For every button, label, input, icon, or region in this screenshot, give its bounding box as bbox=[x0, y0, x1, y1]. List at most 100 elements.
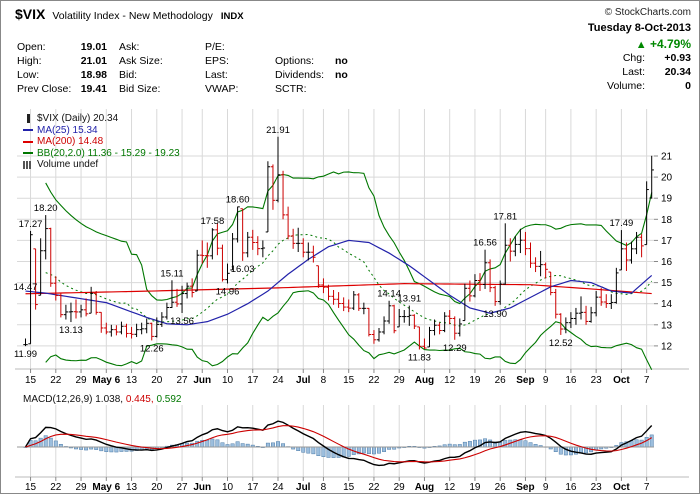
quote-asksize-label: Ask Size: bbox=[119, 55, 163, 67]
percent-change-value: +4.79% bbox=[649, 37, 691, 51]
quote-prevclose-label: Prev Close: bbox=[17, 83, 72, 95]
quote-eps-label: EPS: bbox=[205, 55, 229, 67]
svg-text:12.52: 12.52 bbox=[549, 338, 573, 349]
svg-text:7: 7 bbox=[644, 375, 650, 386]
svg-text:15: 15 bbox=[25, 375, 37, 386]
svg-text:Jul: Jul bbox=[296, 482, 311, 493]
svg-text:12: 12 bbox=[661, 341, 673, 352]
svg-text:19: 19 bbox=[469, 375, 481, 386]
candlestick-icon bbox=[27, 114, 30, 124]
svg-text:27: 27 bbox=[176, 375, 188, 386]
svg-text:12.29: 12.29 bbox=[443, 343, 467, 354]
ma200-line-icon bbox=[23, 140, 33, 143]
quote-right-panel: Chg: +0.93 Last: 20.34 Volume: 0 bbox=[607, 51, 691, 93]
svg-text:13.91: 13.91 bbox=[397, 294, 421, 305]
svg-text:8: 8 bbox=[321, 375, 327, 386]
quote-last-mid-label: Last: bbox=[205, 69, 228, 81]
svg-text:20: 20 bbox=[151, 482, 163, 493]
exchange-tag: INDX bbox=[220, 11, 244, 22]
quote-chg-value: +0.93 bbox=[664, 52, 691, 64]
svg-text:13: 13 bbox=[126, 375, 138, 386]
legend-ma25: MA(25) 15.34 bbox=[37, 124, 98, 136]
macd-panel: 15 22 29 May 6 13 20 27 Jun 10 17 24 Jul 8 15 22 29 Aug 1… bbox=[1, 393, 699, 493]
ma25-line bbox=[25, 239, 653, 326]
ohlc-bars bbox=[23, 136, 654, 350]
svg-text:Aug: Aug bbox=[415, 482, 434, 493]
quote-lastprice-label: Last: bbox=[622, 66, 645, 78]
svg-text:24: 24 bbox=[272, 482, 284, 493]
up-triangle-icon: ▲ bbox=[635, 39, 647, 51]
svg-text:14.96: 14.96 bbox=[216, 286, 240, 297]
svg-text:29: 29 bbox=[394, 375, 406, 386]
quote-options-value: no bbox=[335, 55, 348, 67]
quote-volume-value: 0 bbox=[685, 80, 691, 92]
svg-text:Jun: Jun bbox=[193, 482, 211, 493]
svg-text:13: 13 bbox=[126, 482, 138, 493]
svg-text:22: 22 bbox=[50, 482, 62, 493]
svg-text:16: 16 bbox=[565, 482, 577, 493]
svg-text:May 6: May 6 bbox=[92, 375, 120, 386]
svg-text:17.81: 17.81 bbox=[493, 211, 517, 222]
macd-signal-line bbox=[25, 425, 652, 463]
svg-text:13.90: 13.90 bbox=[483, 309, 507, 320]
quote-vwap-label: VWAP: bbox=[205, 83, 239, 95]
svg-text:15: 15 bbox=[343, 482, 355, 493]
svg-text:16.56: 16.56 bbox=[473, 238, 497, 249]
quote-dividends-label: Dividends: bbox=[275, 69, 325, 81]
legend-macd: MACD(12,26,9) bbox=[23, 394, 93, 405]
legend-main: $VIX (Daily) 20.34 bbox=[37, 113, 119, 124]
legend-signal-value: 0.445, bbox=[125, 394, 154, 405]
svg-text:18.60: 18.60 bbox=[226, 195, 250, 206]
svg-text:22: 22 bbox=[368, 482, 380, 493]
svg-text:15.11: 15.11 bbox=[160, 268, 183, 279]
svg-text:15: 15 bbox=[343, 375, 355, 386]
svg-text:26: 26 bbox=[495, 482, 507, 493]
svg-text:20: 20 bbox=[151, 375, 163, 386]
macd-chart-svg: 15 22 29 May 6 13 20 27 Jun 10 17 24 Jul 8 15 22 29 Aug 1… bbox=[15, 405, 689, 493]
svg-text:15: 15 bbox=[661, 278, 673, 289]
svg-text:Jun: Jun bbox=[193, 375, 211, 386]
svg-text:23: 23 bbox=[591, 375, 603, 386]
svg-text:14.47: 14.47 bbox=[14, 282, 38, 293]
copyright: © StockCharts.com bbox=[604, 7, 691, 18]
legend-volume: Volume undef bbox=[37, 159, 99, 170]
svg-text:15: 15 bbox=[25, 482, 37, 493]
quote-volume-label: Volume: bbox=[607, 80, 645, 92]
quote-high-label: High: bbox=[17, 55, 42, 67]
quote-high-value: 21.01 bbox=[80, 55, 107, 67]
macd-grid bbox=[15, 405, 689, 478]
symbol-name: Volatility Index - New Methodology bbox=[52, 10, 213, 22]
svg-text:14.14: 14.14 bbox=[377, 289, 401, 300]
svg-text:18: 18 bbox=[661, 215, 673, 226]
quote-options-label: Options: bbox=[275, 55, 315, 67]
quote-prevclose-value: 19.41 bbox=[80, 83, 107, 95]
macd-legend: MACD(12,26,9) 1.038, 0.445, 0.592 bbox=[23, 394, 181, 405]
svg-text:7: 7 bbox=[644, 482, 650, 493]
svg-text:10: 10 bbox=[222, 482, 234, 493]
legend-hist-value: 0.592 bbox=[156, 394, 182, 405]
legend-macd-value: 1.038, bbox=[95, 394, 124, 405]
svg-text:17.49: 17.49 bbox=[610, 218, 634, 229]
svg-text:8: 8 bbox=[321, 482, 327, 493]
svg-text:26: 26 bbox=[495, 375, 507, 386]
quote-lastprice-value: 20.34 bbox=[664, 66, 691, 78]
svg-text:16: 16 bbox=[565, 375, 577, 386]
svg-text:24: 24 bbox=[272, 375, 284, 386]
svg-text:Oct: Oct bbox=[613, 375, 630, 386]
svg-text:22: 22 bbox=[50, 375, 62, 386]
price-annotations: 11.99 17.27 14.47 18.20 13.13 12.26 15.11 13.56… bbox=[14, 125, 634, 364]
svg-text:Sep: Sep bbox=[516, 375, 534, 386]
svg-text:29: 29 bbox=[394, 482, 406, 493]
svg-text:22: 22 bbox=[368, 375, 380, 386]
price-x-axis-labels: 15 22 29 May 6 13 20 27 Jun 10 17 24 Jul 8 15 22 29 Aug 1… bbox=[25, 369, 650, 386]
svg-text:12: 12 bbox=[444, 482, 456, 493]
svg-text:18.20: 18.20 bbox=[34, 203, 58, 214]
quote-low-label: Low: bbox=[17, 69, 40, 81]
svg-text:19: 19 bbox=[469, 482, 481, 493]
quote-ask-label: Ask: bbox=[119, 41, 140, 53]
svg-text:11.83: 11.83 bbox=[408, 352, 431, 363]
price-chart-panel: 12 13 14 15 16 17 18 19 20 21 15 22 29 May 6 13 20 27 Jun… bbox=[1, 101, 699, 393]
bollinger-line-icon bbox=[23, 152, 33, 155]
svg-text:17: 17 bbox=[661, 236, 673, 247]
